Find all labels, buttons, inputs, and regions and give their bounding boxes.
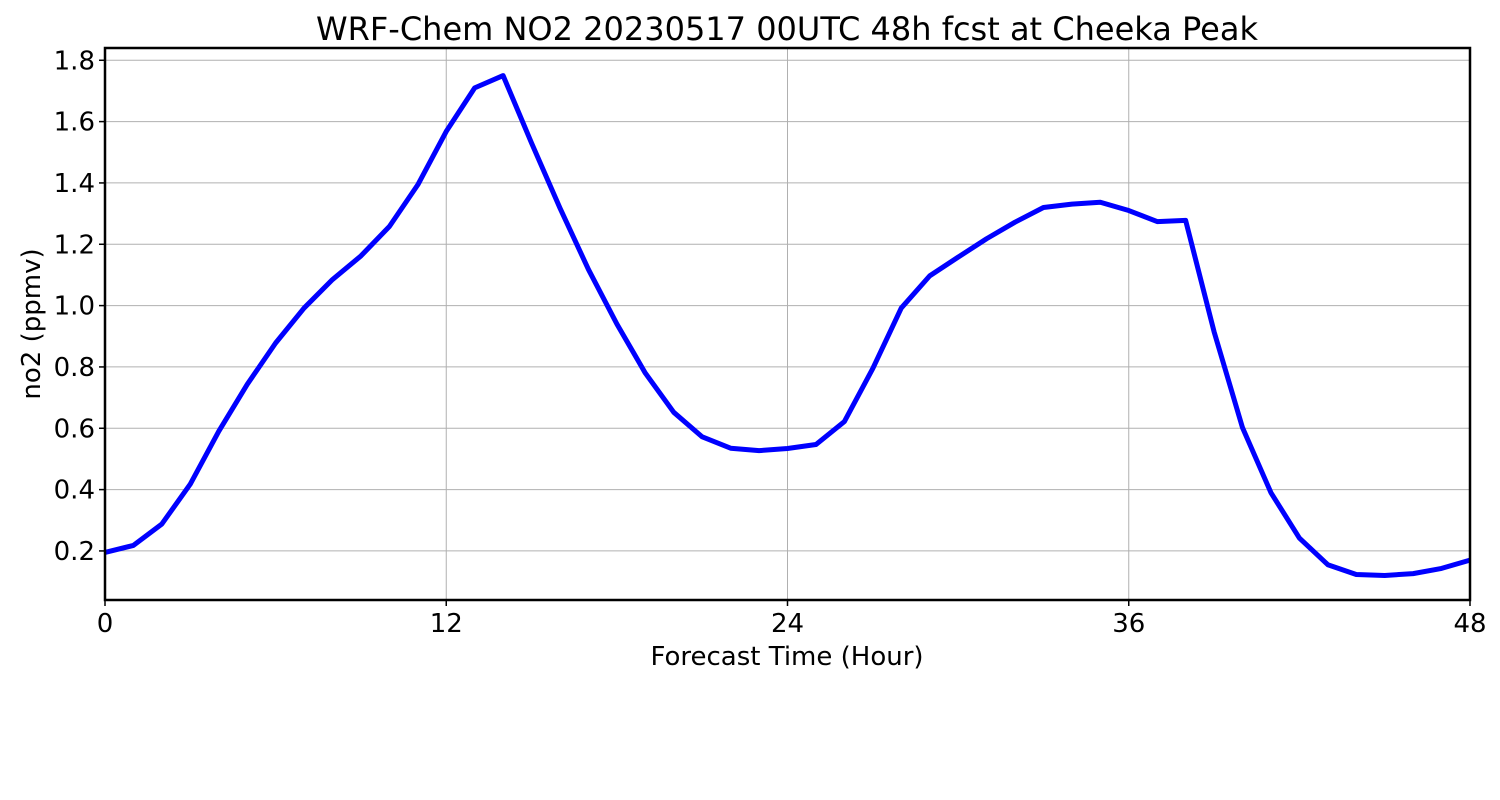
y-tick-label: 1.0 <box>54 292 95 322</box>
x-tick-label: 12 <box>430 609 463 639</box>
chart-title: WRF-Chem NO2 20230517 00UTC 48h fcst at … <box>316 10 1258 48</box>
series-line-no2 <box>104 73 1471 578</box>
tick-layer: 0 12 24 36 48 0.2 0.4 0.6 0.8 1.0 1.2 1.4 1.6 1.8 <box>54 46 1487 639</box>
y-tick-label: 0.6 <box>54 414 95 444</box>
x-axis-label: Forecast Time (Hour) <box>650 642 923 672</box>
x-tick-label: 0 <box>97 609 114 639</box>
grid-layer <box>104 48 1471 600</box>
line-layer <box>104 73 1471 578</box>
y-tick-label: 0.4 <box>54 476 95 506</box>
y-tick-label: 1.6 <box>54 108 95 138</box>
y-tick-label: 1.8 <box>54 46 95 76</box>
y-tick-label: 1.2 <box>54 230 95 260</box>
y-tick-label: 1.4 <box>54 169 95 199</box>
y-tick-label: 0.8 <box>54 353 95 383</box>
y-axis-label: no2 (ppmv) <box>17 248 47 399</box>
y-tick-label: 0.2 <box>54 537 95 567</box>
x-tick-label: 24 <box>771 609 804 639</box>
x-tick-label: 36 <box>1112 609 1145 639</box>
x-tick-label: 48 <box>1453 609 1486 639</box>
